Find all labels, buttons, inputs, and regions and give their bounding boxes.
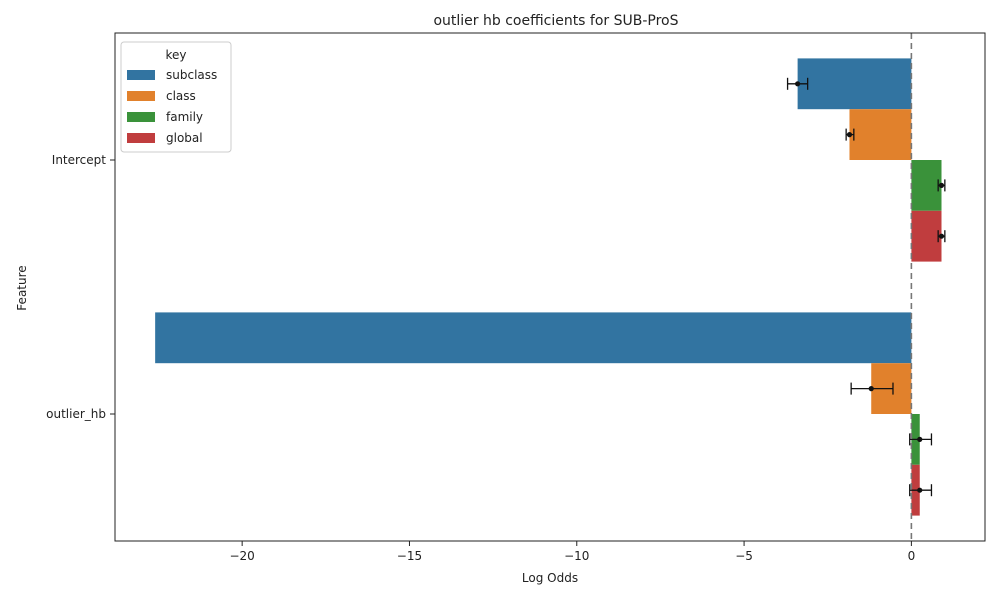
estimate-point: [938, 182, 945, 188]
legend-swatch-global: [127, 133, 155, 143]
y-axis-ticks: Intercept outlier_hb: [46, 153, 115, 421]
x-axis-label: Log Odds: [522, 571, 578, 585]
estimate-point: [917, 436, 923, 442]
estimate-point: [868, 386, 874, 392]
error-bar-subclass-intercept: [786, 77, 809, 90]
error-bars-layer: [786, 77, 946, 497]
error-bar-family-outlier-hb: [909, 433, 933, 446]
bar-global-intercept: [911, 210, 942, 262]
error-bar-global-outlier-hb: [909, 484, 933, 497]
y-tick-label: Intercept: [52, 153, 107, 167]
x-axis-ticks: −20 −15 −10 −5 0: [229, 541, 915, 563]
error-bar-family-intercept: [937, 179, 946, 192]
legend-swatch-class: [127, 91, 155, 101]
legend-label-global: global: [166, 131, 203, 145]
legend-label-subclass: subclass: [166, 68, 217, 82]
estimate-point: [917, 487, 923, 493]
legend-box: [120, 41, 232, 153]
chart-title: outlier hb coefficients for SUB-ProS: [433, 13, 678, 29]
y-axis-label: Feature: [15, 265, 29, 310]
error-bar-global-intercept: [937, 230, 946, 243]
bars-layer: [155, 58, 942, 516]
bar-subclass-intercept: [797, 58, 912, 110]
legend: key subclass class family global: [120, 41, 232, 153]
bar-subclass-outlier-hb: [155, 312, 912, 364]
error-bar-class-intercept: [845, 128, 855, 141]
x-tick-label: −20: [229, 549, 254, 563]
legend-label-class: class: [166, 89, 196, 103]
estimate-point: [938, 233, 945, 239]
legend-swatch-family: [127, 112, 155, 122]
bar-class-intercept: [849, 109, 912, 160]
bar-family-intercept: [911, 160, 942, 211]
estimate-point: [846, 132, 853, 138]
y-tick-label: outlier_hb: [46, 407, 106, 421]
x-tick-label: 0: [908, 549, 916, 563]
legend-swatch-subclass: [127, 70, 155, 80]
plot-frame: [114, 32, 986, 542]
x-tick-label: −10: [564, 549, 589, 563]
legend-label-family: family: [166, 110, 203, 124]
x-tick-label: −15: [397, 549, 422, 563]
x-tick-label: −5: [735, 549, 753, 563]
error-bar-class-outlier-hb: [850, 382, 894, 395]
estimate-point: [795, 81, 801, 87]
legend-title: key: [165, 48, 186, 62]
